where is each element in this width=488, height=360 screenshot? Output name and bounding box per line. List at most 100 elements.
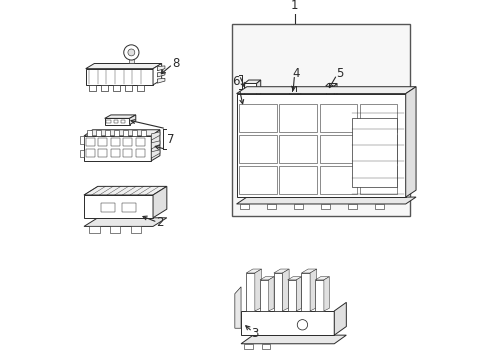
Polygon shape xyxy=(157,66,164,71)
Bar xyxy=(80,150,84,157)
Bar xyxy=(239,166,276,194)
Polygon shape xyxy=(244,84,256,97)
Polygon shape xyxy=(321,204,329,209)
Text: 2: 2 xyxy=(156,216,163,229)
Polygon shape xyxy=(260,276,274,280)
Bar xyxy=(98,149,107,157)
Polygon shape xyxy=(85,63,162,69)
Polygon shape xyxy=(293,204,302,209)
Bar xyxy=(279,166,316,194)
Polygon shape xyxy=(241,97,259,101)
Polygon shape xyxy=(128,59,134,63)
Polygon shape xyxy=(334,302,346,335)
Polygon shape xyxy=(297,88,300,101)
Polygon shape xyxy=(254,269,261,311)
Bar xyxy=(351,118,396,187)
Polygon shape xyxy=(240,204,248,209)
Polygon shape xyxy=(301,273,309,311)
Polygon shape xyxy=(405,87,415,197)
Polygon shape xyxy=(261,344,270,349)
Polygon shape xyxy=(244,344,253,349)
Polygon shape xyxy=(325,86,334,97)
Bar xyxy=(359,104,396,132)
Bar xyxy=(279,135,316,163)
Polygon shape xyxy=(89,226,100,233)
Polygon shape xyxy=(309,269,316,311)
Bar xyxy=(98,138,107,146)
Bar xyxy=(106,120,111,123)
Polygon shape xyxy=(236,197,415,204)
Text: 5: 5 xyxy=(335,67,343,80)
Polygon shape xyxy=(347,204,356,209)
Bar xyxy=(86,138,95,146)
Polygon shape xyxy=(130,226,141,233)
Polygon shape xyxy=(256,80,260,97)
Polygon shape xyxy=(325,84,336,86)
Bar xyxy=(319,166,356,194)
Polygon shape xyxy=(153,186,166,218)
Polygon shape xyxy=(151,141,160,149)
Polygon shape xyxy=(96,130,101,136)
Polygon shape xyxy=(131,130,137,136)
Polygon shape xyxy=(151,130,160,161)
Polygon shape xyxy=(122,130,128,136)
Bar xyxy=(111,149,120,157)
Bar xyxy=(80,136,84,144)
Polygon shape xyxy=(287,280,296,311)
Polygon shape xyxy=(84,195,153,218)
Polygon shape xyxy=(374,204,383,209)
Polygon shape xyxy=(104,130,110,136)
Polygon shape xyxy=(289,91,297,101)
Polygon shape xyxy=(151,150,160,158)
Polygon shape xyxy=(85,69,153,85)
Bar xyxy=(123,149,132,157)
Polygon shape xyxy=(241,335,346,344)
Polygon shape xyxy=(244,80,260,84)
Polygon shape xyxy=(110,226,120,233)
Polygon shape xyxy=(254,97,259,115)
Polygon shape xyxy=(273,269,288,273)
Polygon shape xyxy=(141,130,146,136)
Polygon shape xyxy=(86,130,92,136)
Polygon shape xyxy=(129,115,136,125)
Polygon shape xyxy=(113,85,120,91)
Bar xyxy=(239,135,276,163)
Polygon shape xyxy=(273,273,282,311)
Polygon shape xyxy=(334,84,336,97)
Polygon shape xyxy=(236,94,405,197)
Bar xyxy=(122,203,136,212)
Bar xyxy=(319,104,356,132)
Text: 6: 6 xyxy=(232,76,239,89)
Polygon shape xyxy=(296,276,301,311)
Polygon shape xyxy=(266,204,275,209)
Polygon shape xyxy=(315,280,323,311)
Polygon shape xyxy=(137,85,144,91)
Polygon shape xyxy=(153,63,162,85)
Text: 1: 1 xyxy=(290,0,298,12)
Polygon shape xyxy=(315,276,328,280)
Bar xyxy=(121,120,125,123)
Polygon shape xyxy=(241,311,334,335)
Polygon shape xyxy=(104,115,136,118)
Text: 8: 8 xyxy=(171,57,179,69)
Bar xyxy=(232,24,409,216)
Polygon shape xyxy=(101,85,108,91)
Polygon shape xyxy=(89,85,96,91)
Text: 7: 7 xyxy=(166,132,174,145)
Circle shape xyxy=(128,49,135,56)
Polygon shape xyxy=(282,269,288,311)
Polygon shape xyxy=(84,130,160,136)
Polygon shape xyxy=(157,78,164,83)
Text: 4: 4 xyxy=(292,67,300,80)
Circle shape xyxy=(297,320,307,330)
Polygon shape xyxy=(125,85,132,91)
Circle shape xyxy=(123,45,139,60)
Polygon shape xyxy=(84,218,166,226)
Polygon shape xyxy=(151,132,160,140)
Bar xyxy=(113,120,118,123)
Polygon shape xyxy=(301,269,316,273)
Bar xyxy=(359,135,396,163)
Polygon shape xyxy=(236,87,415,94)
Polygon shape xyxy=(104,118,129,125)
Bar xyxy=(123,138,132,146)
